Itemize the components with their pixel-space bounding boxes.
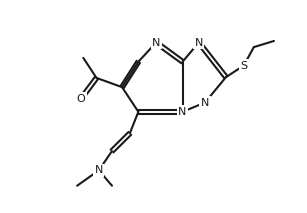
Text: N: N — [178, 107, 187, 117]
Text: O: O — [77, 94, 85, 104]
Text: N: N — [195, 37, 203, 47]
Text: S: S — [240, 61, 247, 71]
Text: N: N — [152, 37, 160, 47]
Text: N: N — [201, 98, 209, 108]
Text: N: N — [95, 165, 103, 175]
